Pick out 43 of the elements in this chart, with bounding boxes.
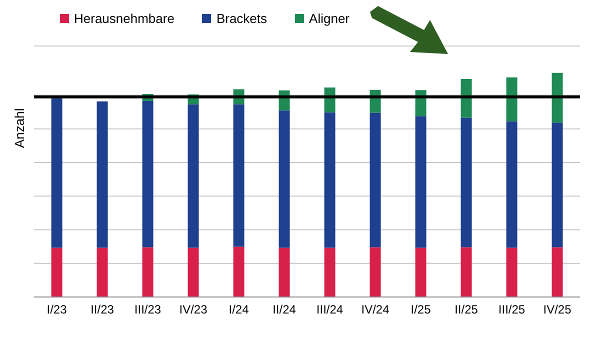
bar [324, 112, 336, 248]
bar [142, 247, 154, 297]
bar [96, 248, 108, 297]
x-tick-label: III/24 [316, 302, 344, 317]
x-tick-label: IV/24 [361, 302, 390, 317]
bar [51, 248, 62, 297]
bar [460, 78, 472, 118]
x-tick-label: I/25 [410, 302, 432, 317]
bar [233, 104, 244, 247]
bar [188, 248, 199, 297]
x-tick-label: II/24 [272, 302, 296, 317]
x-tick-label: I/24 [228, 302, 250, 317]
bar [506, 248, 518, 297]
x-tick-label: III/23 [134, 302, 162, 317]
legend-label: Brackets [216, 10, 268, 26]
bar [278, 110, 290, 248]
x-tick-label: III/25 [498, 302, 526, 317]
bar [188, 104, 199, 248]
bar [278, 248, 290, 297]
bar [552, 122, 563, 248]
bar [324, 248, 336, 297]
bar [552, 247, 563, 297]
x-tick-label: II/23 [90, 302, 114, 317]
bar [370, 112, 381, 248]
bar [460, 247, 472, 297]
y-axis-title: Anzahl [12, 108, 27, 148]
bar [415, 116, 426, 248]
bar [370, 247, 381, 297]
legend-label: Aligner [309, 10, 350, 26]
bar [51, 98, 62, 248]
bar [142, 100, 154, 248]
x-tick-label: II/25 [454, 302, 478, 317]
legend-label: Herausnehmbare [74, 10, 174, 26]
x-tick-label: IV/25 [543, 302, 572, 317]
bar [233, 246, 244, 297]
bar [552, 72, 563, 123]
x-tick-label: IV/23 [179, 302, 208, 317]
x-tick-label: I/23 [46, 302, 68, 317]
bar [460, 118, 472, 248]
bar [506, 121, 518, 248]
bar [96, 101, 108, 248]
bar [415, 248, 426, 297]
bar [506, 77, 518, 122]
